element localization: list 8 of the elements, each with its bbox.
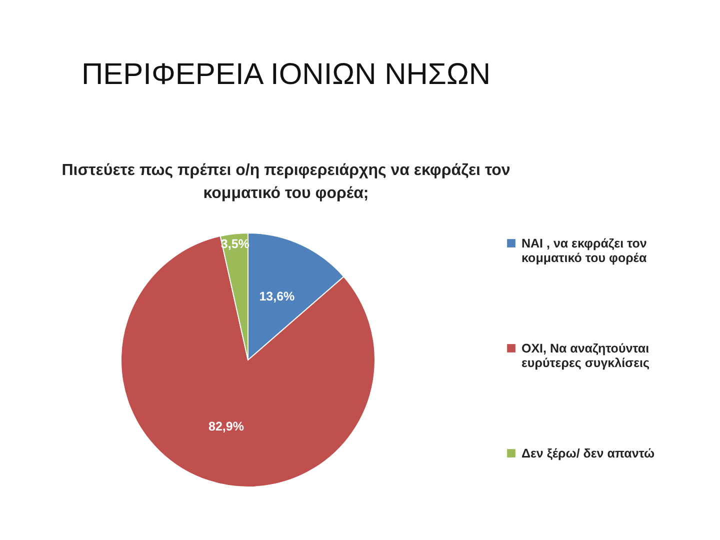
data-label: 82,9%: [208, 419, 244, 434]
legend-label: ΝΑΙ , να εκφράζει τον κομματικό του φορέα: [522, 236, 647, 265]
chart-subtitle: Πιστεύετε πως πρέπει ο/η περιφερειάρχης να εκφράζει τον κομματικό του φορέα;: [62, 162, 510, 202]
pie-slice: [120, 236, 376, 488]
data-label: 13,6%: [259, 289, 295, 304]
legend-label: ΟΧΙ, Να αναζητούνται ευρύτερες συγκλίσεις: [522, 341, 650, 370]
chart-title: ΠΕΡΙΦΕΡΕΙΑ ΙΟΝΙΩΝ ΝΗΣΩΝ: [81, 58, 491, 91]
legend-label: Δεν ξέρω/ δεν απαντώ: [522, 446, 655, 460]
